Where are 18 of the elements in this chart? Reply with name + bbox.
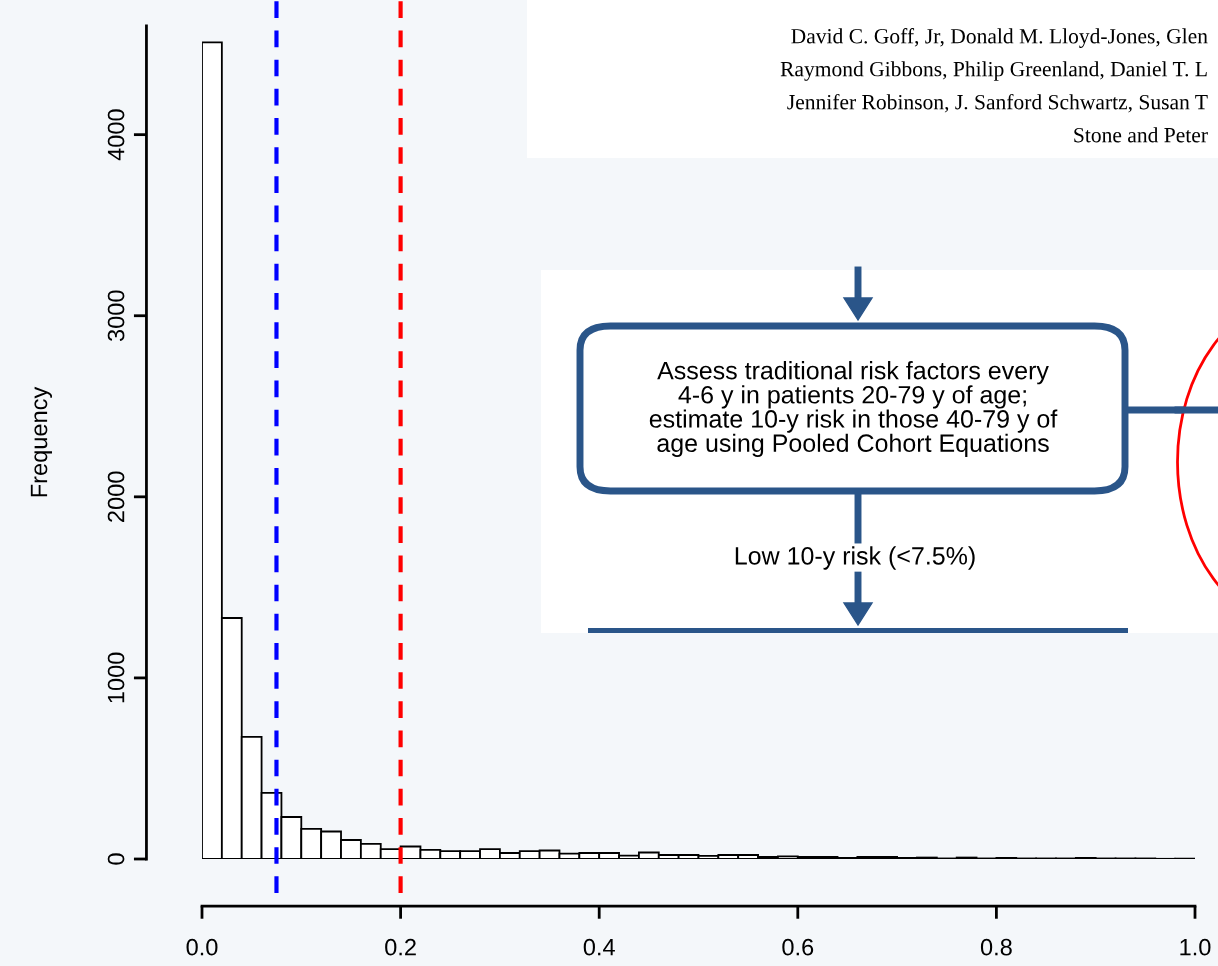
annotation: Raymond Gibbons, Philip Greenland, Daniel T. L xyxy=(780,61,1207,81)
x-tick-label: 1.0 xyxy=(1180,938,1211,956)
annotation: David C. Goff, Jr, Donald M. Lloyd-Jones, Glen xyxy=(791,28,1208,48)
annotation: Assess traditional risk factors every 4-6 y in patients 20-79 y of age; estimate 10-y risk in those 40-79 y of age using Pooled Cohort Equations xyxy=(649,361,1058,457)
annotation: Stone and Peter xyxy=(1074,127,1208,143)
x-tick-label: 0.0 xyxy=(186,938,218,956)
x-tick-label: 0.2 xyxy=(385,938,416,956)
y-tick-label: 1000 xyxy=(107,652,125,703)
y-tick-label: 3000 xyxy=(107,290,125,342)
x-tick-label: 0.6 xyxy=(782,938,814,956)
y-tick-label: 2000 xyxy=(107,471,125,522)
y-axis-title: Frequency xyxy=(30,386,52,497)
x-tick-label: 0.8 xyxy=(980,938,1012,956)
annotation: Jennifer Robinson, J. Sanford Schwartz, Susan T xyxy=(787,94,1208,113)
y-tick-label: 0 xyxy=(107,853,125,865)
x-tick-label: 0.4 xyxy=(583,938,615,956)
annotation: Low 10-y risk (<7.5%) xyxy=(735,546,975,570)
y-tick-label: 4000 xyxy=(107,109,125,161)
